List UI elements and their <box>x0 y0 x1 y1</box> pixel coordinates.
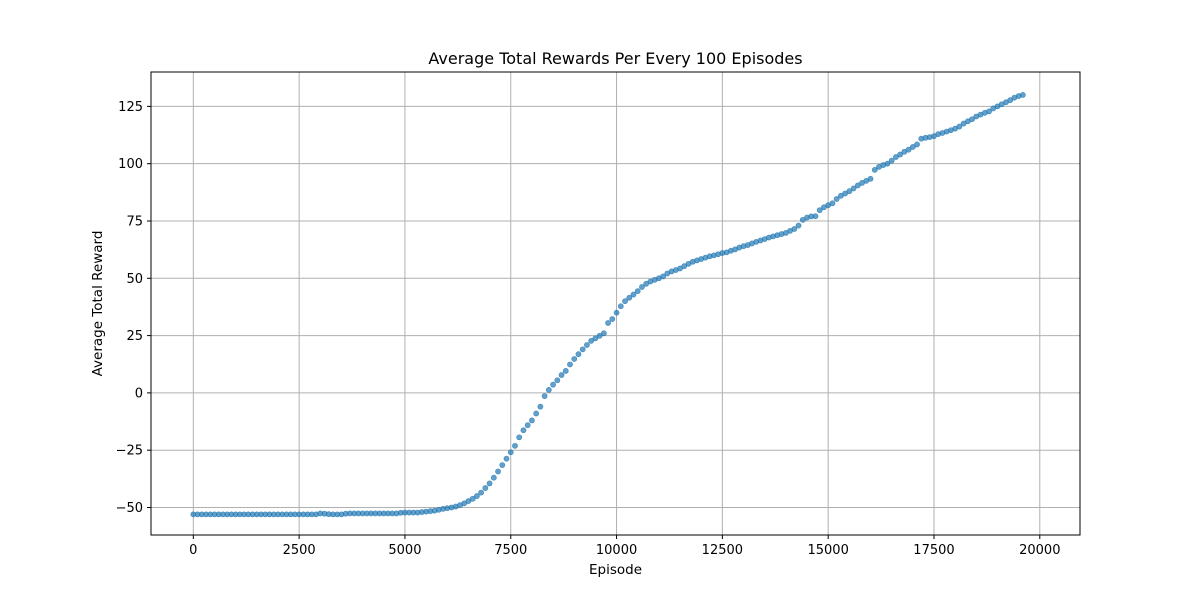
data-point <box>609 316 616 322</box>
data-point <box>986 108 992 115</box>
x-tick-label: 7500 <box>494 543 527 558</box>
data-point <box>867 175 874 182</box>
data-point <box>579 346 586 353</box>
data-point <box>520 427 527 434</box>
data-point <box>486 480 493 487</box>
data-point <box>478 489 485 496</box>
y-tick-label: 100 <box>118 157 143 172</box>
data-point <box>473 493 480 499</box>
data-point <box>507 449 514 456</box>
data-point <box>588 337 595 344</box>
data-point <box>571 356 578 362</box>
axis-ticks: 0 2500 5000 7500 10000 12500 15000 17500 20000 −5… <box>116 100 1061 558</box>
x-tick-label: 2500 <box>283 543 316 558</box>
data-point <box>482 485 489 491</box>
data-points <box>190 92 1026 518</box>
data-point <box>617 303 624 310</box>
data-point <box>639 284 645 290</box>
data-point <box>630 291 637 298</box>
data-point <box>503 455 510 462</box>
data-point <box>626 294 633 301</box>
data-point <box>1007 97 1014 104</box>
data-point <box>605 320 611 326</box>
data-point <box>495 468 501 475</box>
data-point <box>914 141 920 148</box>
data-point <box>897 151 904 158</box>
data-point <box>537 403 544 410</box>
data-point <box>596 332 603 339</box>
data-point <box>892 154 899 160</box>
x-tick-label: 5000 <box>388 543 421 558</box>
data-point <box>562 367 569 374</box>
data-point <box>833 196 840 202</box>
data-point <box>584 342 590 348</box>
data-point <box>558 372 565 378</box>
y-tick-label: 75 <box>126 214 143 229</box>
data-point <box>516 434 523 441</box>
data-point <box>888 157 895 164</box>
y-tick-label: 125 <box>118 100 143 115</box>
data-point <box>850 185 857 192</box>
data-point <box>550 381 556 388</box>
data-point <box>541 393 548 399</box>
data-point <box>795 222 802 229</box>
y-tick-label: 50 <box>126 272 143 287</box>
data-point <box>660 273 667 280</box>
data-point <box>613 309 620 316</box>
x-tick-label: 0 <box>189 543 197 558</box>
data-point <box>634 288 641 295</box>
y-tick-label: 0 <box>135 386 143 401</box>
data-point <box>533 410 540 417</box>
data-point <box>490 474 497 481</box>
data-point <box>524 422 531 429</box>
data-point <box>592 335 599 342</box>
plot-frame <box>150 71 1081 536</box>
y-tick-label: −25 <box>116 444 143 459</box>
data-point <box>816 207 823 214</box>
data-point <box>854 182 861 189</box>
data-point <box>909 144 916 150</box>
grid <box>151 72 1080 535</box>
x-tick-label: 10000 <box>596 543 637 558</box>
data-point <box>956 123 963 130</box>
x-axis-label: Episode <box>589 562 642 578</box>
x-tick-label: 20000 <box>1019 543 1060 558</box>
data-point <box>829 200 836 207</box>
data-point <box>622 298 628 305</box>
data-point <box>884 160 891 167</box>
data-point <box>545 387 552 393</box>
data-point <box>791 226 798 232</box>
y-tick-label: 25 <box>126 329 143 344</box>
data-point <box>905 146 912 153</box>
chart-title: Average Total Rewards Per Every 100 Epis… <box>428 49 802 68</box>
data-point <box>600 330 607 337</box>
y-axis-label: Average Total Reward <box>90 231 106 377</box>
data-point <box>529 417 535 424</box>
data-point <box>499 462 506 468</box>
y-tick-label: −50 <box>116 501 143 516</box>
data-point <box>469 495 476 502</box>
x-tick-label: 15000 <box>807 543 848 558</box>
data-point <box>969 116 975 123</box>
data-point <box>554 377 561 384</box>
data-point <box>1019 92 1026 98</box>
data-point <box>871 166 878 173</box>
data-point <box>846 188 853 195</box>
data-point <box>575 351 582 358</box>
data-point <box>567 361 573 368</box>
x-tick-label: 12500 <box>702 543 743 558</box>
x-tick-label: 17500 <box>913 543 954 558</box>
data-point <box>812 213 819 220</box>
data-point <box>512 442 518 449</box>
